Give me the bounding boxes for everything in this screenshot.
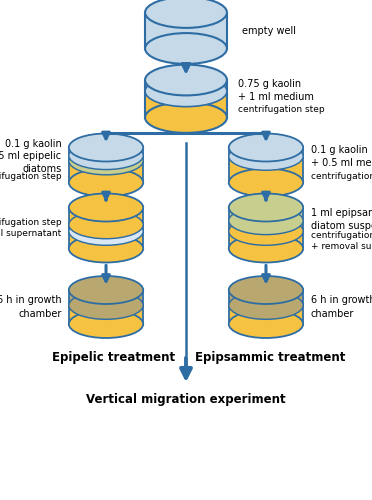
Bar bbox=[69, 290, 143, 306]
Bar bbox=[145, 80, 227, 118]
Bar bbox=[229, 148, 303, 182]
Text: Epipelic treatment: Epipelic treatment bbox=[52, 351, 175, 364]
Bar bbox=[69, 161, 143, 182]
Bar bbox=[229, 208, 303, 220]
Bar bbox=[145, 91, 227, 118]
Bar bbox=[229, 156, 303, 182]
Ellipse shape bbox=[69, 194, 143, 222]
Bar bbox=[69, 232, 143, 248]
Ellipse shape bbox=[229, 194, 303, 222]
Ellipse shape bbox=[69, 310, 143, 338]
Ellipse shape bbox=[229, 276, 303, 304]
Ellipse shape bbox=[69, 276, 143, 304]
Ellipse shape bbox=[229, 218, 303, 246]
Ellipse shape bbox=[229, 234, 303, 262]
Ellipse shape bbox=[145, 33, 227, 64]
Ellipse shape bbox=[145, 102, 227, 133]
Ellipse shape bbox=[69, 234, 143, 262]
Ellipse shape bbox=[69, 142, 143, 170]
Bar bbox=[69, 208, 143, 248]
Bar bbox=[69, 156, 143, 161]
Ellipse shape bbox=[229, 292, 303, 320]
Ellipse shape bbox=[229, 310, 303, 338]
Bar bbox=[229, 306, 303, 324]
Text: empty well: empty well bbox=[242, 26, 296, 36]
Ellipse shape bbox=[229, 206, 303, 234]
Bar bbox=[69, 290, 143, 324]
Bar bbox=[69, 208, 143, 224]
Bar bbox=[145, 12, 227, 49]
Text: 0.1 g kaolin
+ 0.5 ml epipelic
diatoms: 0.1 g kaolin + 0.5 ml epipelic diatoms bbox=[0, 139, 61, 173]
Ellipse shape bbox=[229, 134, 303, 162]
Ellipse shape bbox=[145, 76, 227, 106]
Text: centrifugation step
+ removal supernatant: centrifugation step + removal supernatan… bbox=[0, 218, 61, 238]
Ellipse shape bbox=[69, 168, 143, 196]
Bar bbox=[229, 148, 303, 156]
Text: 6 h in growth
chamber: 6 h in growth chamber bbox=[0, 296, 61, 318]
Text: centrifugation step: centrifugation step bbox=[311, 172, 372, 180]
Text: 1 ml epipsammic
diatom suspension: 1 ml epipsammic diatom suspension bbox=[311, 208, 372, 232]
Text: 6 h in growth
chamber: 6 h in growth chamber bbox=[311, 296, 372, 318]
Bar bbox=[69, 148, 143, 156]
Text: centrifugation step: centrifugation step bbox=[0, 172, 61, 180]
Bar bbox=[69, 224, 143, 232]
Bar bbox=[69, 306, 143, 324]
Ellipse shape bbox=[229, 168, 303, 196]
Bar bbox=[145, 80, 227, 91]
Ellipse shape bbox=[229, 142, 303, 170]
Ellipse shape bbox=[69, 147, 143, 175]
Bar bbox=[229, 232, 303, 248]
Ellipse shape bbox=[69, 134, 143, 162]
Ellipse shape bbox=[69, 292, 143, 320]
Text: Epipsammic treatment: Epipsammic treatment bbox=[195, 351, 345, 364]
Bar bbox=[229, 220, 303, 232]
Ellipse shape bbox=[69, 210, 143, 238]
Bar bbox=[145, 12, 227, 49]
Text: 0.1 g kaolin
+ 0.5 ml medium: 0.1 g kaolin + 0.5 ml medium bbox=[311, 144, 372, 168]
Bar bbox=[229, 208, 303, 248]
Bar bbox=[69, 148, 143, 182]
Text: centrifugation step: centrifugation step bbox=[238, 105, 325, 114]
Text: Vertical migration experiment: Vertical migration experiment bbox=[86, 394, 286, 406]
Text: centrifugation step
+ removal supernatant: centrifugation step + removal supernatan… bbox=[311, 231, 372, 251]
Text: 0.75 g kaolin
+ 1 ml medium: 0.75 g kaolin + 1 ml medium bbox=[238, 79, 314, 102]
Bar bbox=[229, 290, 303, 306]
Ellipse shape bbox=[145, 0, 227, 28]
Ellipse shape bbox=[145, 64, 227, 96]
Bar bbox=[229, 290, 303, 324]
Ellipse shape bbox=[69, 218, 143, 246]
